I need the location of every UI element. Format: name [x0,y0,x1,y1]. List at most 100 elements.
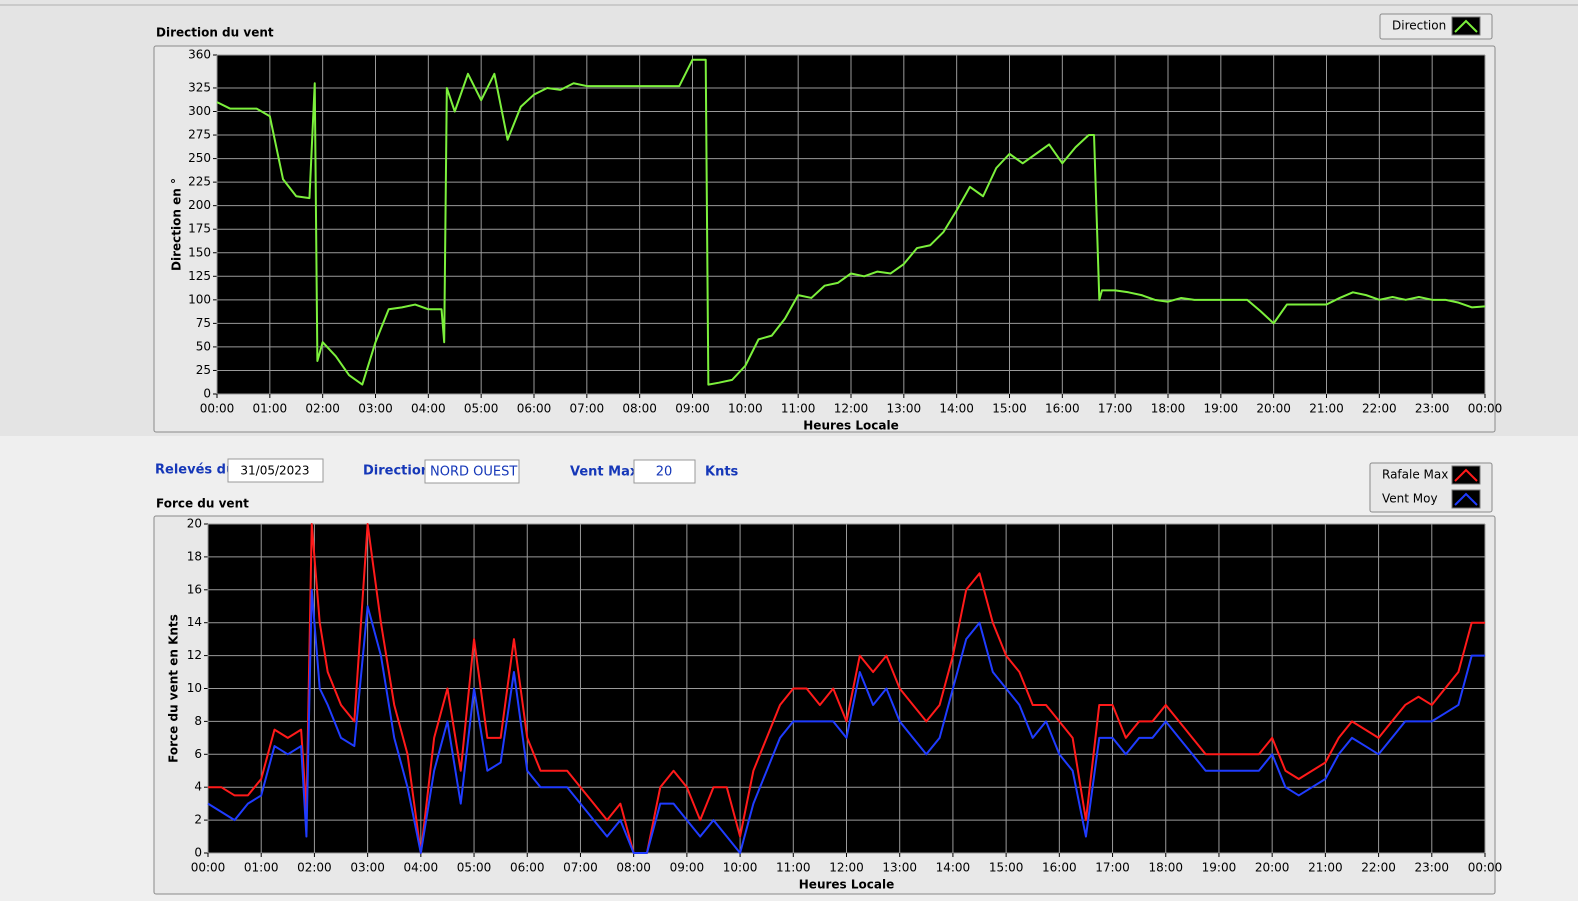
x-tick-label: 11:00 [781,402,816,416]
x-tick-label: 15:00 [992,402,1027,416]
unit-label: Knts [705,465,739,480]
y-axis-label: Force du vent en Knts [167,614,181,763]
vent-max-value: 20 [656,465,673,480]
x-tick-label: 07:00 [563,861,598,875]
y-tick-label: 300 [188,104,211,118]
x-tick-label: 17:00 [1095,861,1130,875]
date-value: 31/05/2023 [240,464,309,478]
y-tick-label: 100 [188,292,211,306]
x-tick-label: 07:00 [570,402,605,416]
x-tick-label: 01:00 [253,402,288,416]
x-tick-label: 01:00 [244,861,279,875]
chart-title: Direction du vent [156,26,274,40]
x-tick-label: 20:00 [1255,861,1290,875]
x-tick-label: 11:00 [776,861,811,875]
legend-label: Direction [1392,19,1446,33]
direction-label: Direction [363,464,430,479]
direction-field[interactable] [424,459,520,484]
chart-title: Force du vent [156,497,249,511]
legend-label: Vent Moy [1382,492,1438,506]
y-tick-label: 250 [188,151,211,165]
x-tick-label: 18:00 [1148,861,1183,875]
x-tick-label: 14:00 [939,402,974,416]
y-tick-label: 4 [194,780,202,794]
y-tick-label: 225 [188,175,211,189]
y-tick-label: 18 [187,549,202,563]
y-tick-label: 25 [196,363,211,377]
y-tick-label: 14 [187,615,202,629]
y-tick-label: 325 [188,80,211,94]
x-tick-label: 10:00 [723,861,758,875]
legend-icon [1451,465,1481,485]
x-tick-label: 03:00 [358,402,393,416]
y-tick-label: 10 [187,681,202,695]
x-tick-label: 00:00 [200,402,235,416]
x-tick-label: 00:00 [1468,402,1503,416]
legend-icon [1451,16,1481,36]
x-tick-label: 09:00 [670,861,705,875]
vent-max-label: Vent Max [570,465,639,480]
legend-swatch [1454,492,1478,506]
data-line [208,523,1485,854]
x-tick-label: 08:00 [616,861,651,875]
y-tick-label: 75 [196,316,211,330]
x-tick-label: 17:00 [1098,402,1133,416]
legend-swatch [1454,468,1478,482]
x-tick-label: 00:00 [1468,861,1503,875]
x-tick-label: 14:00 [936,861,971,875]
y-tick-label: 2 [194,813,202,827]
y-tick-label: 12 [187,648,202,662]
x-axis-label: Heures Locale [803,419,898,433]
x-tick-label: 20:00 [1256,402,1291,416]
x-tick-label: 03:00 [350,861,385,875]
y-axis-label: Direction en ° [170,178,184,271]
x-tick-label: 12:00 [834,402,869,416]
y-tick-label: 0 [203,387,211,401]
x-tick-label: 22:00 [1361,861,1396,875]
x-tick-label: 02:00 [297,861,332,875]
x-tick-label: 23:00 [1415,402,1450,416]
data-line [216,58,1486,386]
x-tick-label: 02:00 [305,402,340,416]
x-tick-label: 00:00 [191,861,226,875]
y-tick-label: 150 [188,245,211,259]
x-tick-label: 13:00 [882,861,917,875]
x-tick-label: 06:00 [517,402,552,416]
x-tick-label: 19:00 [1202,861,1237,875]
x-tick-label: 05:00 [457,861,492,875]
y-tick-label: 200 [188,198,211,212]
legend-swatch [1454,19,1478,33]
x-tick-label: 13:00 [887,402,922,416]
x-tick-label: 05:00 [464,402,499,416]
data-line [207,588,1485,854]
y-tick-label: 50 [196,339,211,353]
date-field[interactable] [227,458,324,483]
x-axis-label: Heures Locale [799,878,894,892]
x-tick-label: 22:00 [1362,402,1397,416]
x-tick-label: 15:00 [989,861,1024,875]
x-tick-label: 06:00 [510,861,545,875]
x-tick-label: 23:00 [1414,861,1449,875]
x-tick-label: 10:00 [728,402,763,416]
legend-icon [1451,489,1481,509]
x-tick-label: 16:00 [1042,861,1077,875]
y-tick-label: 6 [194,747,202,761]
x-tick-label: 08:00 [622,402,657,416]
y-tick-label: 275 [188,128,211,142]
y-tick-label: 360 [188,48,211,62]
x-tick-label: 21:00 [1308,861,1343,875]
y-tick-label: 125 [188,269,211,283]
x-tick-label: 04:00 [411,402,446,416]
x-tick-label: 16:00 [1045,402,1080,416]
x-tick-label: 09:00 [675,402,710,416]
y-tick-label: 0 [194,846,202,860]
direction-value: NORD OUEST [430,465,517,480]
vent-max-field[interactable] [633,459,696,484]
y-tick-label: 16 [187,582,202,596]
x-tick-label: 21:00 [1309,402,1344,416]
x-tick-label: 04:00 [404,861,439,875]
y-tick-label: 20 [187,517,202,531]
y-tick-label: 175 [188,222,211,236]
